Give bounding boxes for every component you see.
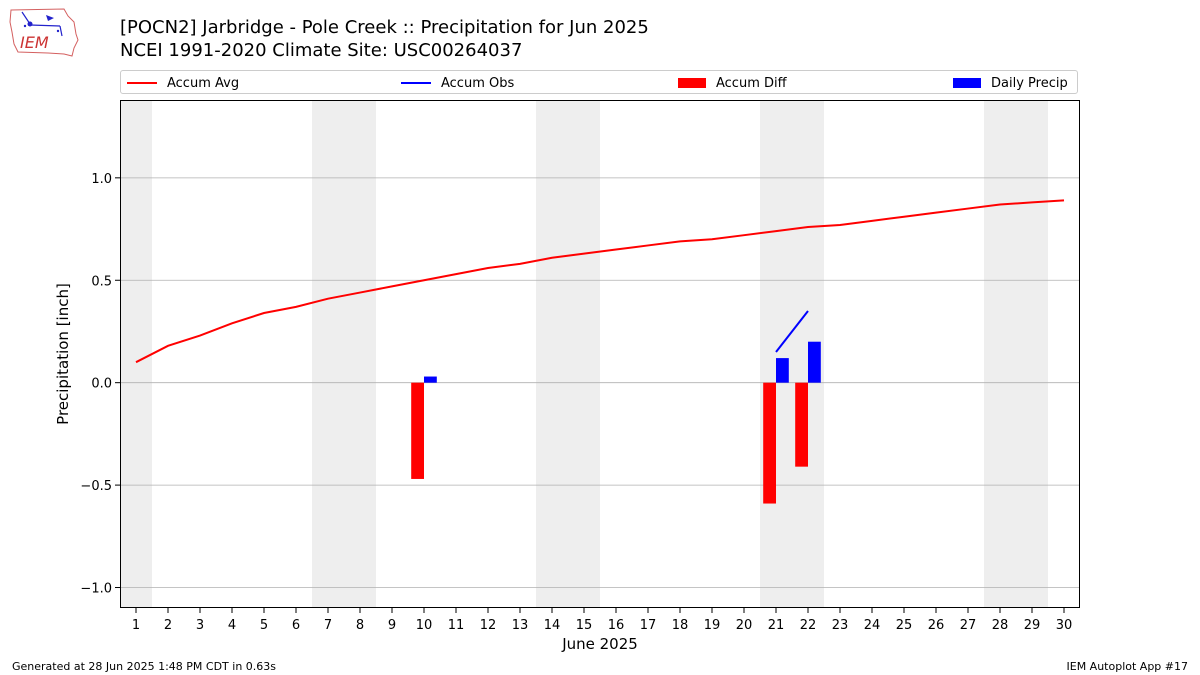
legend-item-accum-avg: Accum Avg bbox=[127, 71, 239, 95]
x-tick-label: 23 bbox=[832, 618, 849, 633]
x-tick-label: 28 bbox=[992, 618, 1009, 633]
x-axis-label: June 2025 bbox=[561, 635, 638, 653]
accum-diff-bar bbox=[411, 382, 424, 479]
x-tick-label: 16 bbox=[608, 618, 625, 633]
x-tick-label: 25 bbox=[896, 618, 913, 633]
weekend-shade-0 bbox=[120, 100, 152, 608]
x-tick-label: 10 bbox=[416, 618, 433, 633]
legend-item-accum-obs: Accum Obs bbox=[401, 71, 514, 95]
y-axis-ticks: −1.0 −0.5 0.0 0.5 1.0 bbox=[80, 172, 120, 597]
chart-title: [POCN2] Jarbridge - Pole Creek :: Precip… bbox=[120, 17, 649, 38]
x-tick-label: 2 bbox=[164, 618, 172, 633]
x-tick-label: 18 bbox=[672, 618, 689, 633]
x-tick-label: 5 bbox=[260, 618, 268, 633]
daily-precip-bar bbox=[776, 358, 789, 383]
x-tick-label: 22 bbox=[800, 618, 817, 633]
x-tick-label: 6 bbox=[292, 618, 300, 633]
x-tick-label: 4 bbox=[228, 618, 236, 633]
x-tick-label: 26 bbox=[928, 618, 945, 633]
x-tick-label: 30 bbox=[1056, 618, 1073, 633]
legend-swatch-accum-avg bbox=[127, 82, 157, 84]
x-tick-label: 27 bbox=[960, 618, 977, 633]
x-axis-ticks: 1 2 3 4 5 6 7 8 9 10 11 12 13 14 15 16 17 18 19 20 21 22 23 24 2… bbox=[132, 608, 1072, 633]
legend-label-accum-obs: Accum Obs bbox=[441, 75, 515, 91]
x-tick-label: 17 bbox=[640, 618, 657, 633]
legend-swatch-accum-obs bbox=[401, 82, 431, 84]
y-tick-label: 1.0 bbox=[91, 172, 112, 187]
legend-label-accum-avg: Accum Avg bbox=[167, 75, 240, 91]
daily-precip-bar bbox=[424, 376, 437, 383]
accum-diff-bar bbox=[795, 382, 808, 467]
x-tick-label: 19 bbox=[704, 618, 721, 633]
accum-avg-line bbox=[135, 199, 1065, 364]
legend-label-daily-precip: Daily Precip bbox=[991, 75, 1068, 91]
weekend-shading bbox=[120, 100, 1048, 608]
gridlines bbox=[120, 177, 1080, 588]
x-tick-label: 1 bbox=[132, 618, 140, 633]
legend-item-daily-precip: Daily Precip bbox=[953, 71, 1068, 95]
lines bbox=[135, 199, 1065, 364]
y-tick-label: −1.0 bbox=[80, 582, 112, 597]
x-tick-label: 13 bbox=[512, 618, 529, 633]
y-axis-label: Precipitation [inch] bbox=[54, 283, 72, 425]
x-tick-label: 24 bbox=[864, 618, 881, 633]
precip-chart: 1 2 3 4 5 6 7 8 9 10 11 12 13 14 15 16 17 18 19 20 21 22 23 24 2… bbox=[54, 100, 1080, 653]
y-tick-label: −0.5 bbox=[80, 479, 112, 494]
x-tick-label: 7 bbox=[324, 618, 332, 633]
legend: Accum Avg Accum Obs Accum Diff Daily Pre… bbox=[120, 70, 1078, 94]
x-tick-label: 12 bbox=[480, 618, 497, 633]
x-tick-label: 15 bbox=[576, 618, 593, 633]
app-credit: IEM Autoplot App #17 bbox=[1066, 660, 1189, 673]
x-tick-label: 8 bbox=[356, 618, 364, 633]
x-tick-label: 11 bbox=[448, 618, 465, 633]
legend-swatch-accum-diff bbox=[678, 78, 706, 88]
accum-obs-line bbox=[775, 310, 809, 353]
x-tick-label: 21 bbox=[768, 618, 785, 633]
y-tick-label: 0.5 bbox=[91, 274, 112, 289]
x-tick-label: 9 bbox=[388, 618, 396, 633]
weekend-shade-4 bbox=[984, 100, 1048, 608]
bars bbox=[411, 341, 821, 504]
daily-precip-bar bbox=[808, 341, 821, 383]
plot-frame bbox=[120, 100, 1080, 608]
logo-text: IEM bbox=[20, 33, 49, 52]
x-tick-label: 3 bbox=[196, 618, 204, 633]
legend-swatch-daily-precip bbox=[953, 78, 981, 88]
legend-label-accum-diff: Accum Diff bbox=[716, 75, 787, 91]
weekend-shade-2 bbox=[536, 100, 600, 608]
legend-item-accum-diff: Accum Diff bbox=[678, 71, 787, 95]
weekend-shade-1 bbox=[312, 100, 376, 608]
y-tick-label: 0.0 bbox=[91, 377, 112, 392]
x-tick-label: 20 bbox=[736, 618, 753, 633]
accum-diff-bar bbox=[763, 382, 776, 504]
x-tick-label: 14 bbox=[544, 618, 561, 633]
chart-subtitle: NCEI 1991-2020 Climate Site: USC00264037 bbox=[120, 40, 523, 61]
iem-logo: IEM bbox=[9, 8, 79, 57]
generated-timestamp: Generated at 28 Jun 2025 1:48 PM CDT in … bbox=[12, 660, 277, 673]
x-tick-label: 29 bbox=[1024, 618, 1041, 633]
